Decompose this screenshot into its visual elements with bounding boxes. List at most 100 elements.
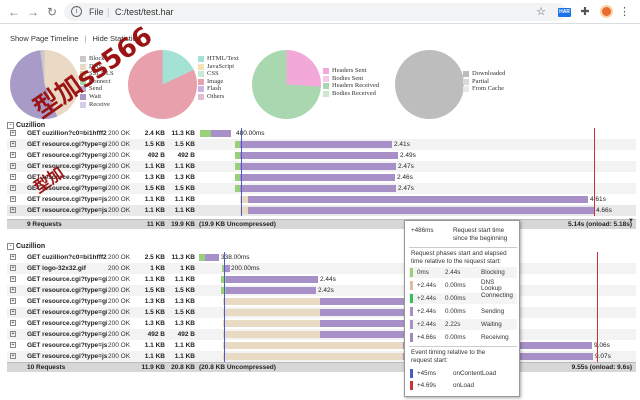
timing-bar-segment	[205, 254, 219, 261]
expand-icon[interactable]: +	[10, 287, 16, 293]
expand-icon[interactable]: +	[10, 174, 16, 180]
legend-swatch	[198, 86, 204, 93]
total-size: 11 KB	[146, 221, 165, 228]
links-separator: |	[84, 34, 87, 43]
request-size: 1.1 KB	[144, 196, 165, 203]
request-row[interactable]: + GET resource.cgi?type=js 200 OK 1.1 KB 1.1…	[7, 351, 636, 362]
avatar[interactable]	[600, 5, 613, 18]
timing-label: 4.61s	[590, 196, 606, 203]
har-extension-icon[interactable]: HAR	[555, 4, 573, 20]
request-row[interactable]: + GET resource.cgi?type=js 200 OK 1.1 KB 1.1…	[7, 205, 636, 216]
legend-label: HTML/Text	[207, 55, 239, 62]
expand-icon[interactable]: +	[10, 309, 16, 315]
request-row[interactable]: + GET resource.cgi?type=gif 200 OK 492 B 492…	[7, 329, 636, 340]
tooltip-start-row: +486ms Request start time	[411, 227, 516, 235]
request-group-2: -Cuzillion + GET cuzillion?c0=bi1hfff2_0_…	[7, 242, 636, 376]
legend-label: Partial	[472, 77, 489, 85]
phase-elapsed: 0.00ms	[445, 295, 466, 302]
request-size: 492 B	[147, 152, 165, 159]
legend-label: Downloaded	[472, 70, 506, 77]
address-bar[interactable]: i File | C:/test/test.har	[64, 3, 566, 21]
group-header[interactable]: - Cuzillion	[7, 121, 45, 130]
expand-icon[interactable]: +	[10, 163, 16, 169]
request-row[interactable]: + GET resource.cgi?type=js 200 OK 1.1 KB 1.1…	[7, 194, 636, 205]
request-row[interactable]: + GET resource.cgi?type=gif 200 OK 492 B 492…	[7, 150, 636, 161]
request-row[interactable]: + GET resource.cgi?type=gif 200 OK 1.1 KB 1.…	[7, 274, 636, 285]
back-icon[interactable]: ←	[8, 5, 20, 19]
request-row[interactable]: + GET resource.cgi?type=gif 200 OK 1.1 KB 1.…	[7, 161, 636, 172]
reload-icon[interactable]: ↻	[46, 5, 58, 19]
expand-icon[interactable]: +	[10, 185, 16, 191]
extensions-puzzle-icon[interactable]: ✚	[580, 6, 590, 18]
traffic-pie	[252, 50, 321, 119]
totals-row: 10 Requests 11.9 KB 20.8 KB (20.8 KB Uncomp…	[7, 362, 636, 372]
legend-swatch	[80, 86, 86, 93]
request-status: 200 OK	[108, 353, 131, 360]
request-row[interactable]: + GET resource.cgi?type=gif 200 OK 1.3 KB 1.…	[7, 318, 636, 329]
request-uncompressed: 1.1 KB	[174, 353, 195, 360]
request-row[interactable]: + GET resource.cgi?type=gif 200 OK 1.5 KB 1.…	[7, 183, 636, 194]
request-uncompressed: 11.3 KB	[171, 130, 196, 137]
show-timeline-link[interactable]: Show Page Timeline	[10, 34, 79, 43]
hide-statistics-link[interactable]: Hide Statistics	[92, 34, 141, 43]
legend-item: Bodies Sent	[323, 75, 379, 83]
request-status: 200 OK	[108, 276, 131, 283]
expand-icon[interactable]: +	[10, 152, 16, 158]
expand-icon[interactable]: +	[10, 207, 16, 213]
expand-icon[interactable]: +	[10, 130, 16, 136]
request-url: GET logo-32x32.gif	[27, 265, 86, 272]
expand-icon[interactable]: +	[10, 141, 16, 147]
start-time-value: +486ms	[411, 227, 434, 234]
legend-item: CSS	[198, 70, 239, 78]
forward-icon[interactable]: →	[27, 5, 39, 19]
legend-swatch	[80, 93, 86, 100]
request-row[interactable]: + GET resource.cgi?type=gif 200 OK 1.5 KB 1.…	[7, 307, 636, 318]
expand-icon[interactable]: +	[10, 353, 16, 359]
expand-icon[interactable]: +	[10, 331, 16, 337]
url-text[interactable]: C:/test/test.har	[115, 7, 174, 17]
request-row[interactable]: + GET resource.cgi?type=gif 200 OK 1.3 KB 1.…	[7, 296, 636, 307]
expand-icon[interactable]: +	[10, 265, 16, 271]
expand-icon[interactable]: +	[10, 196, 16, 202]
legend-item: Blocked	[80, 55, 114, 63]
tooltip-phase-row: +2.44s 0.00ms Connecting	[409, 292, 517, 304]
legend-item: Headers Sent	[323, 67, 379, 75]
legend-swatch	[80, 63, 86, 70]
expand-icon[interactable]: +	[10, 320, 16, 326]
expand-icon[interactable]: +	[10, 254, 16, 260]
tooltip-divider	[409, 346, 517, 347]
group-title: Cuzillion	[16, 122, 46, 129]
tooltip-phase-row: +2.44s 0.00ms Sending	[409, 306, 517, 317]
request-uncompressed: 1.1 KB	[174, 342, 195, 349]
request-row[interactable]: + GET resource.cgi?type=gif 200 OK 1.5 KB 1.…	[7, 285, 636, 296]
phase-start: +4.66s	[417, 334, 437, 341]
expand-icon[interactable]: +	[10, 276, 16, 282]
phase-elapsed: 2.22s	[445, 321, 461, 328]
request-row[interactable]: + GET resource.cgi?type=gif 200 OK 1.3 KB 1.…	[7, 172, 636, 183]
request-row[interactable]: + GET logo-32x32.gif 200 OK 1 KB 1 KB 200.00m…	[7, 263, 636, 274]
request-url: GET resource.cgi?type=gif	[27, 163, 107, 170]
request-uncompressed: 1.3 KB	[174, 298, 195, 305]
collapse-icon[interactable]: -	[7, 242, 14, 250]
info-icon[interactable]: i	[71, 6, 82, 17]
legend-swatch	[323, 83, 329, 90]
scroll-down-arrow-icon[interactable]: ▼	[628, 218, 634, 224]
group-header[interactable]: - Cuzillion	[7, 242, 45, 251]
request-url: GET resource.cgi?type=js	[27, 342, 107, 349]
request-row[interactable]: + GET resource.cgi?type=gif 200 OK 1.5 KB 1.…	[7, 139, 636, 150]
legend-label: Image	[207, 77, 224, 85]
legend-label: DNS	[89, 62, 103, 70]
request-row[interactable]: + GET resource.cgi?type=js 200 OK 1.1 KB 1.1…	[7, 340, 636, 351]
timing-bar-segment	[223, 309, 320, 316]
menu-kebab-icon[interactable]: ⋮	[619, 6, 630, 18]
timing-tooltip: +486ms Request start time since the begi…	[404, 220, 520, 397]
bookmark-star-icon[interactable]: ☆	[536, 6, 546, 18]
legend-item: DNS	[80, 63, 114, 71]
expand-icon[interactable]: +	[10, 298, 16, 304]
traffic-legend: Headers Sent Bodies Sent Headers Received B…	[323, 67, 379, 97]
timing-label: 2.49s	[400, 152, 416, 159]
collapse-icon[interactable]: -	[7, 121, 14, 129]
expand-icon[interactable]: +	[10, 342, 16, 348]
